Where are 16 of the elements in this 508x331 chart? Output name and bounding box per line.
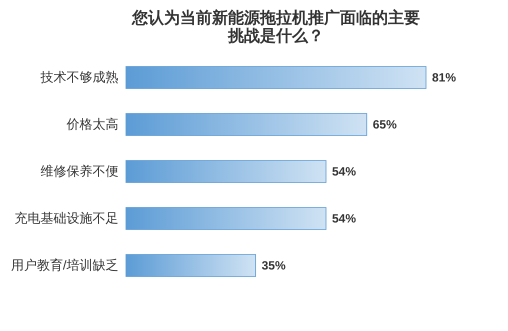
data-label: 35% (262, 258, 286, 272)
y-tick-label: 技术不够成熟 (40, 70, 118, 84)
chart-title: 您认为当前新能源拖拉机推广面临的主要挑战是什么？ (131, 8, 420, 45)
bar (126, 66, 426, 89)
bar (126, 254, 256, 277)
bar (126, 160, 326, 183)
y-tick-label: 充电基础设施不足 (14, 210, 118, 226)
data-label: 54% (332, 212, 356, 226)
y-tick-label: 维修保养不便 (40, 164, 118, 178)
data-label: 81% (432, 70, 456, 84)
data-label: 54% (332, 164, 356, 178)
data-label: 65% (372, 118, 398, 132)
y-tick-label: 价格太高 (66, 116, 118, 132)
bar (126, 113, 368, 136)
bar (126, 207, 326, 230)
y-tick-label: 用户教育/培训缺乏 (10, 258, 118, 272)
